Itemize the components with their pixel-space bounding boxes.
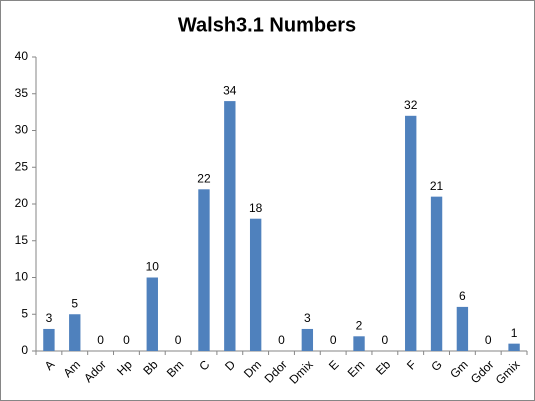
- y-tick-label: 30: [15, 123, 29, 137]
- data-label: 34: [223, 83, 237, 97]
- data-label: 21: [430, 179, 444, 193]
- bar: [353, 336, 365, 351]
- y-tick-label: 0: [21, 343, 28, 357]
- bar: [198, 189, 210, 351]
- data-label: 32: [404, 98, 418, 112]
- data-label: 2: [356, 318, 363, 332]
- data-label: 5: [71, 296, 78, 310]
- y-tick-label: 20: [15, 196, 29, 210]
- bar: [249, 218, 262, 351]
- bar: [508, 343, 520, 351]
- data-label: 0: [175, 333, 182, 347]
- data-label: 0: [485, 333, 492, 347]
- data-label: 0: [330, 333, 337, 347]
- y-tick-label: 25: [15, 159, 29, 173]
- bar: [430, 196, 443, 351]
- bar: [456, 306, 469, 351]
- y-tick-label: 10: [15, 270, 29, 284]
- data-label: 22: [197, 171, 211, 185]
- bar: [43, 328, 55, 351]
- data-label: 0: [123, 333, 130, 347]
- data-label: 10: [146, 260, 160, 274]
- data-label: 3: [304, 311, 311, 325]
- y-tick-label: 40: [15, 49, 29, 63]
- data-label: 18: [249, 201, 263, 215]
- bar: [224, 101, 236, 351]
- y-tick-label: 35: [15, 86, 29, 100]
- bar: [301, 328, 314, 351]
- chart-title: Walsh3.1 Numbers: [178, 14, 356, 36]
- data-label: 0: [382, 333, 389, 347]
- data-label: 1: [511, 326, 518, 340]
- data-label: 0: [97, 333, 104, 347]
- data-label: 6: [459, 289, 466, 303]
- bar: [405, 115, 417, 351]
- data-label: 3: [46, 311, 53, 325]
- data-label: 0: [278, 333, 285, 347]
- bar: [69, 314, 81, 351]
- y-tick-label: 15: [15, 233, 29, 247]
- y-tick-label: 5: [21, 306, 28, 320]
- bar: [146, 277, 158, 351]
